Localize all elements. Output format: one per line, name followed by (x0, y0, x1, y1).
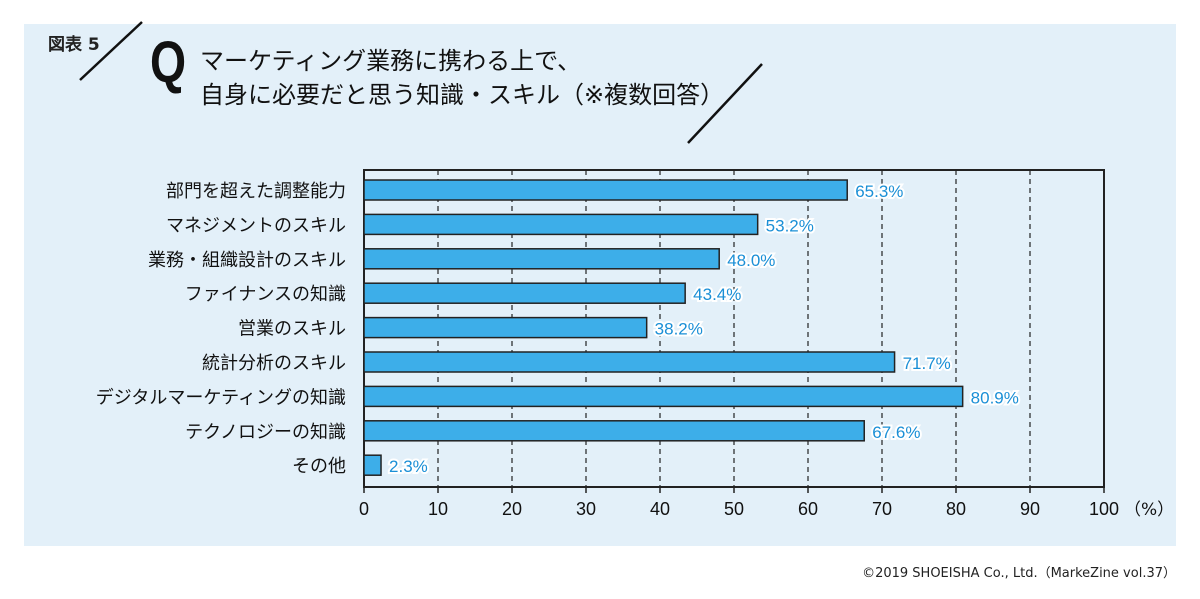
x-tick-label: 20 (502, 499, 522, 519)
bar (363, 420, 865, 442)
category-label: その他 (292, 456, 346, 477)
x-unit-label: （%） (1124, 500, 1174, 520)
x-tick-label: 30 (576, 499, 596, 519)
x-tick-label: 70 (872, 499, 892, 519)
figure-label: 図表 5 (48, 35, 100, 55)
bar (363, 316, 648, 339)
data-label: 71.7% (903, 354, 951, 373)
category-label: マネジメントのスキル (166, 215, 346, 236)
bar (363, 351, 896, 373)
data-label: 67.6% (872, 423, 920, 442)
title-line-2: 自身に必要だと思う知識・スキル（※複数回答） (200, 81, 725, 109)
data-label: 53.2% (766, 216, 814, 235)
x-tick-label: 10 (428, 499, 448, 519)
x-tick-label: 80 (946, 499, 966, 519)
slash-right (687, 63, 763, 144)
chart-title: マーケティング業務に携わる上で、 自身に必要だと思う知識・スキル（※複数回答） (200, 44, 724, 112)
category-label: 業務・組織設計のスキル (148, 250, 346, 271)
q-mark: Q (150, 30, 187, 95)
copyright-credit: ©2019 SHOEISHA Co., Ltd.（MarkeZine vol.3… (862, 566, 1176, 581)
x-tick-label: 40 (650, 499, 670, 519)
category-label: 部門を超えた調整能力 (166, 181, 346, 202)
bar (363, 454, 382, 476)
category-label: テクノロジーの知識 (185, 422, 346, 443)
bar (363, 385, 964, 408)
bar (363, 282, 686, 304)
x-tick-label: 60 (798, 499, 818, 519)
category-label: デジタルマーケティングの知識 (96, 387, 346, 408)
bar (363, 179, 848, 201)
data-label: 38.2% (655, 320, 703, 339)
data-label: 65.3% (855, 182, 903, 201)
x-tick-label: 50 (724, 499, 744, 519)
category-label: 営業のスキル (238, 319, 346, 340)
data-label: 48.0% (727, 251, 775, 270)
bar (363, 248, 720, 270)
bar (363, 213, 759, 236)
x-tick-label: 0 (359, 499, 369, 519)
data-label: 80.9% (971, 388, 1019, 407)
title-line-1: マーケティング業務に携わる上で、 (200, 47, 582, 75)
category-label: ファイナンスの知識 (185, 284, 346, 305)
data-label: 43.4% (693, 285, 741, 304)
category-label: 統計分析のスキル (202, 353, 346, 374)
slash-left (79, 21, 143, 81)
data-label: 2.3% (389, 457, 428, 476)
x-tick-label: 100 (1089, 499, 1119, 519)
x-tick-label: 90 (1020, 499, 1040, 519)
